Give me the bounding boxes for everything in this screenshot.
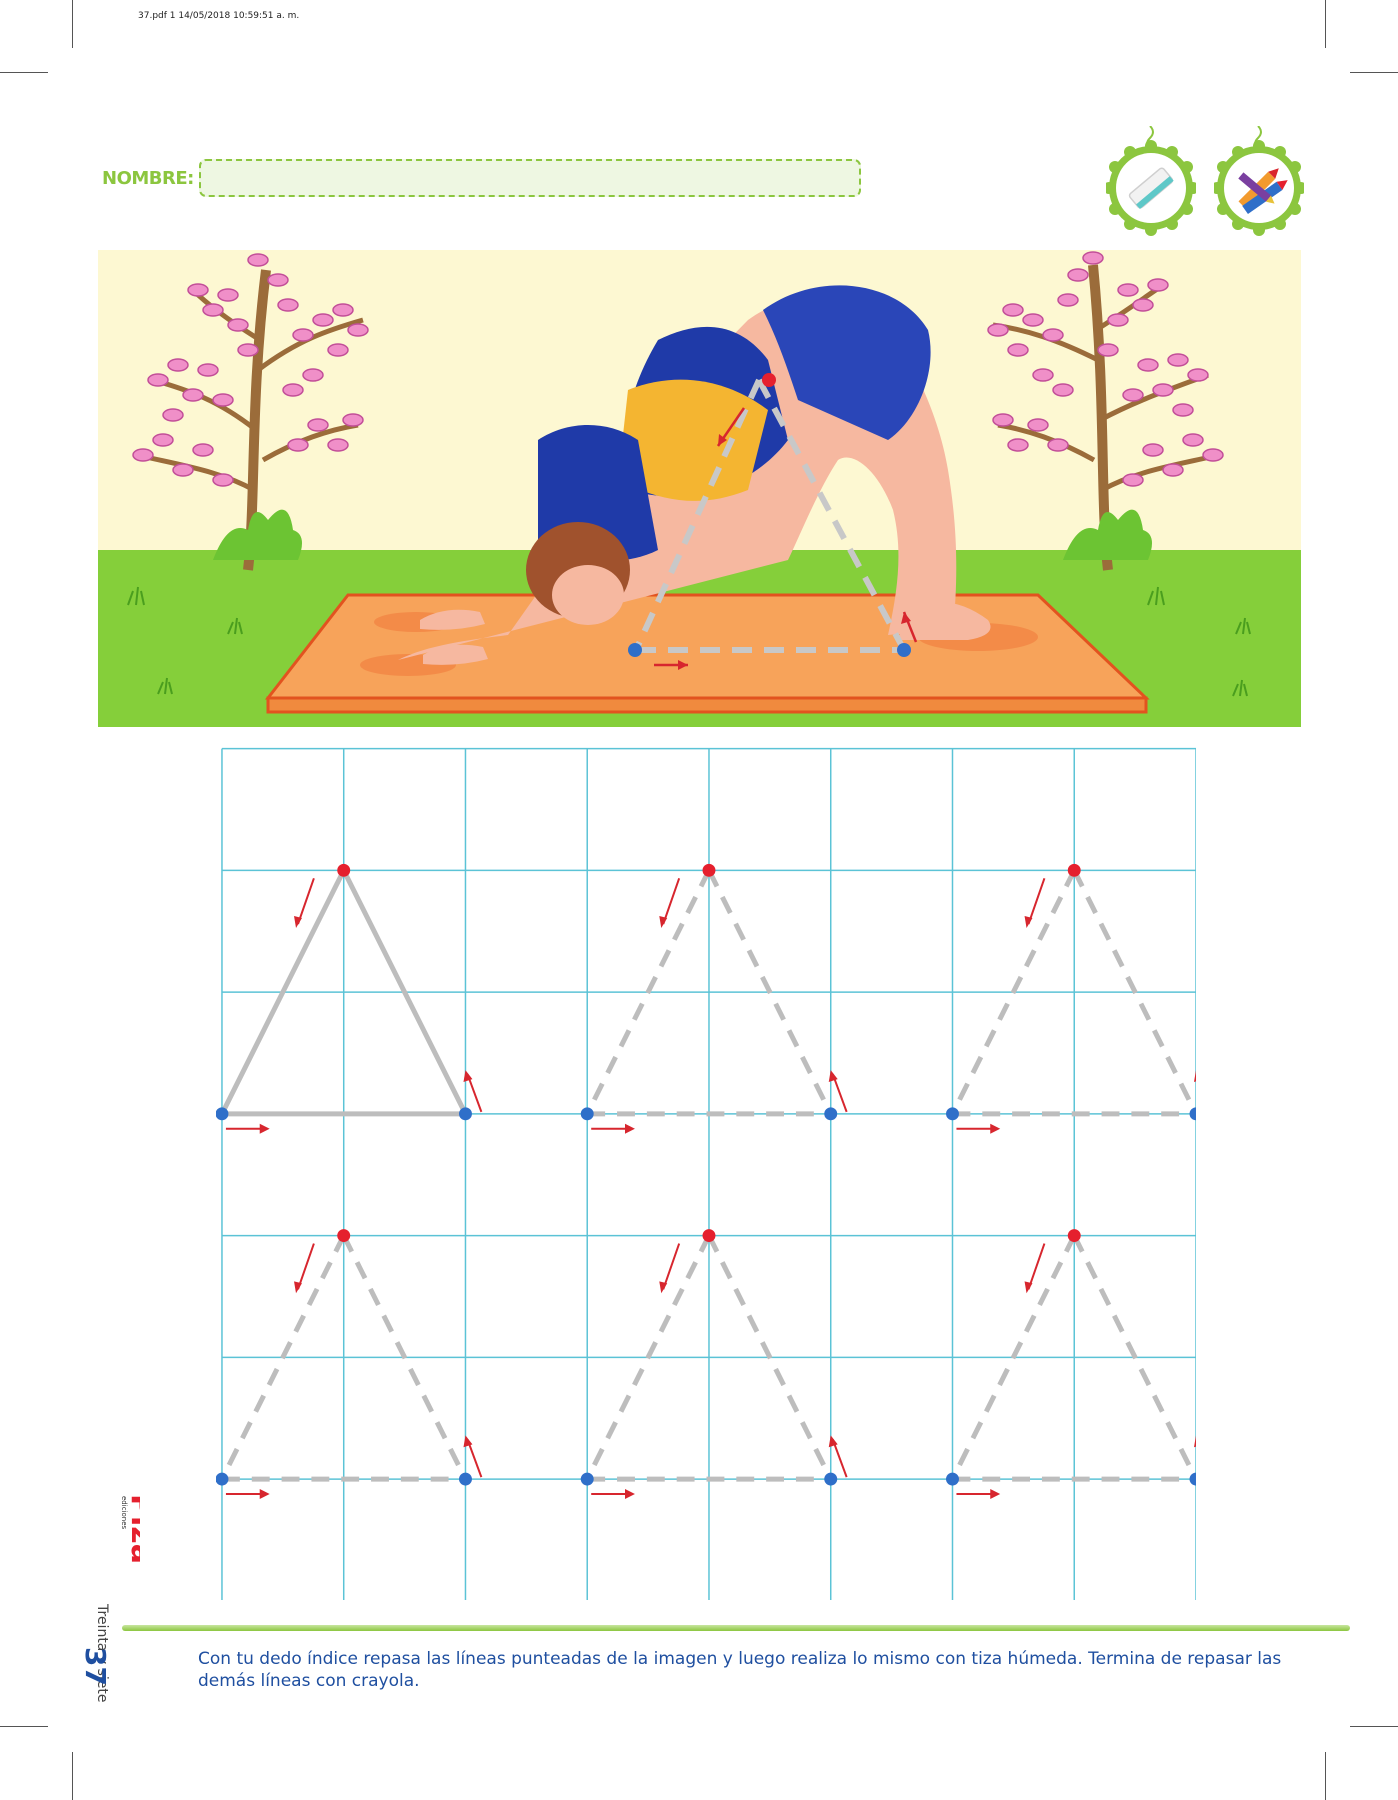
crop-mark: [1350, 1726, 1398, 1727]
dashed-tracing-line[interactable]: [950, 1234, 1077, 1481]
dashed-tracing-line[interactable]: [341, 1234, 468, 1481]
direction-arrow-head: [624, 1123, 635, 1134]
child-figure: [398, 285, 991, 665]
direction-arrow-head: [990, 1489, 1001, 1499]
tree-left: [132, 253, 369, 571]
direction-arrow: [662, 1243, 681, 1290]
crop-mark: [0, 72, 48, 73]
direction-arrow: [466, 1073, 483, 1113]
dashed-tracing-line[interactable]: [1072, 1234, 1199, 1481]
brand-logo-subtext: ediciones: [120, 1496, 128, 1530]
crop-mark: [1350, 72, 1398, 73]
dashed-tracing-line[interactable]: [219, 1234, 346, 1481]
direction-arrow-head: [1024, 1281, 1033, 1294]
base-dot: [946, 1107, 959, 1121]
crop-mark: [72, 1752, 73, 1800]
direction-arrow-head: [294, 916, 302, 928]
direction-arrow-head: [659, 916, 668, 928]
dashed-tracing-line[interactable]: [706, 1234, 833, 1481]
crop-mark: [1325, 0, 1326, 48]
direction-arrow: [831, 1073, 848, 1113]
name-field[interactable]: [199, 159, 861, 197]
direction-arrow: [466, 1439, 483, 1478]
dashed-tracing-line[interactable]: [706, 869, 833, 1115]
direction-arrow-head: [990, 1123, 1001, 1134]
direction-arrow-head: [828, 1435, 838, 1448]
dashed-triangle-guide: [628, 373, 918, 670]
direction-arrow: [297, 1243, 315, 1290]
tree-right: [987, 251, 1224, 571]
instructions-text: Con tu dedo índice repasa las líneas pun…: [198, 1649, 1282, 1691]
base-dot: [946, 1472, 959, 1486]
direction-arrow: [831, 1439, 848, 1478]
direction-arrow-head: [259, 1123, 270, 1134]
start-dot: [702, 863, 716, 877]
direction-arrow-head: [259, 1489, 270, 1499]
footer-divider: [122, 1625, 1350, 1631]
base-dot: [824, 1472, 838, 1486]
direction-arrow-head: [624, 1489, 635, 1499]
base-dot: [580, 1107, 594, 1121]
tracing-grid: [215, 742, 1213, 1602]
start-dot: [337, 863, 351, 877]
yoga-illustration: [98, 250, 1301, 727]
solid-example-triangle-side[interactable]: [341, 869, 468, 1115]
crop-mark: [1325, 1752, 1326, 1800]
base-dot: [1189, 1107, 1203, 1121]
dashed-tracing-line[interactable]: [950, 869, 1077, 1115]
crayon-icon: [1211, 125, 1307, 236]
direction-arrow: [1027, 1243, 1046, 1290]
direction-arrow: [662, 877, 681, 925]
yoga-mat: [264, 593, 1150, 714]
start-dot: [1067, 1229, 1081, 1243]
base-dot: [459, 1472, 472, 1486]
direction-arrow-head: [463, 1070, 473, 1083]
crop-mark: [0, 1726, 48, 1727]
chalk-icon: [1103, 125, 1199, 236]
direction-arrow-head: [294, 1281, 302, 1294]
crop-mark: [72, 0, 73, 48]
direction-arrow: [297, 877, 315, 925]
start-dot: [702, 1229, 716, 1243]
base-dot: [824, 1107, 838, 1121]
start-dot: [337, 1229, 351, 1243]
print-info: 37.pdf 1 14/05/2018 10:59:51 a. m.: [138, 11, 300, 21]
dashed-tracing-line[interactable]: [585, 1234, 712, 1481]
name-label: NOMBRE:: [102, 168, 194, 189]
solid-example-triangle-side[interactable]: [219, 869, 346, 1115]
start-dot: [1067, 863, 1081, 877]
direction-arrow: [1027, 877, 1046, 925]
dashed-tracing-line[interactable]: [1072, 869, 1199, 1115]
direction-arrow-head: [463, 1435, 473, 1448]
page-number: 37: [79, 1647, 112, 1686]
direction-arrow-head: [1024, 916, 1033, 928]
base-dot: [215, 1107, 229, 1121]
base-dot: [1189, 1472, 1203, 1486]
dashed-tracing-line[interactable]: [585, 869, 712, 1115]
base-dot: [459, 1107, 472, 1121]
base-dot: [215, 1472, 229, 1486]
direction-arrow-head: [828, 1070, 838, 1083]
base-dot: [580, 1472, 594, 1486]
brand-logo: Piza ediciones: [100, 1490, 159, 1590]
direction-arrow-head: [659, 1281, 668, 1294]
